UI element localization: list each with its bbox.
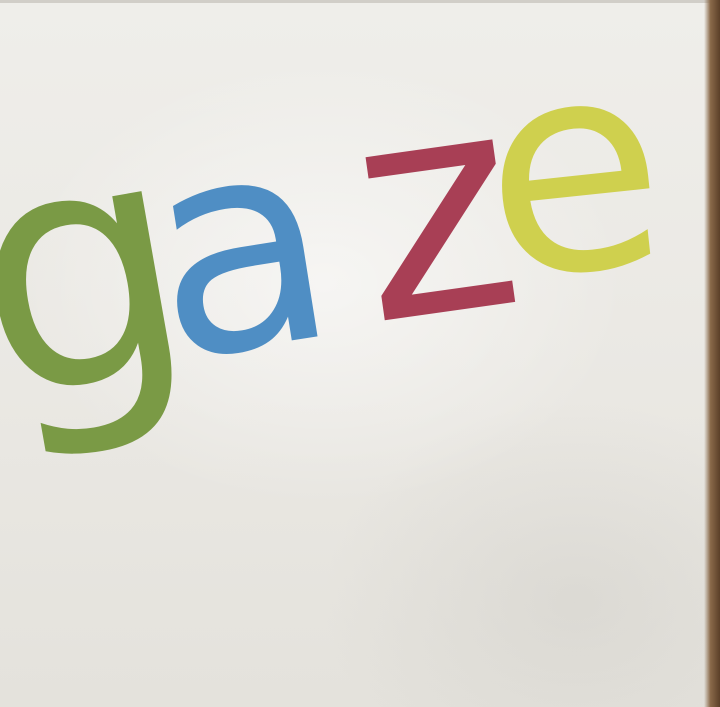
- paper-top-edge: [0, 0, 720, 3]
- wooden-edge: [704, 0, 720, 707]
- logo-letter-e: e: [467, 0, 680, 347]
